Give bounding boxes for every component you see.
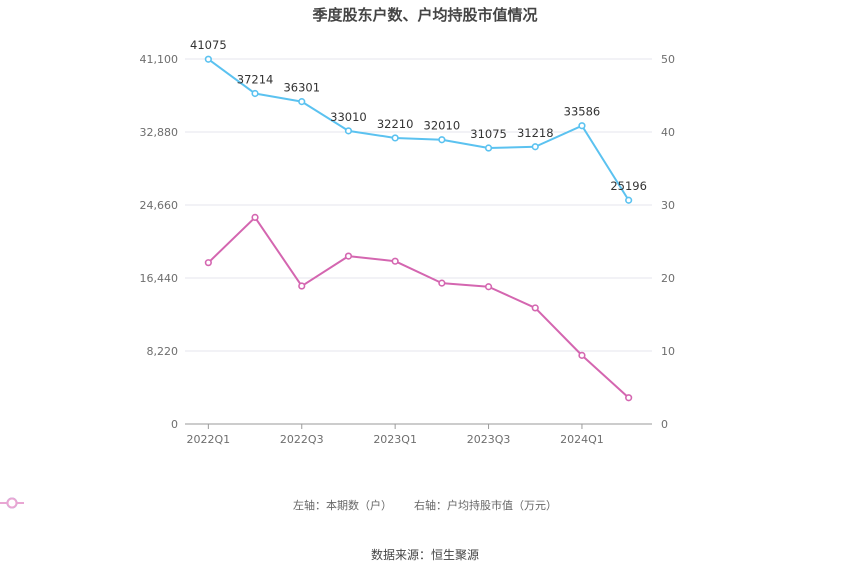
holders-data-label: 33586 xyxy=(564,105,601,119)
y-left-tick-label: 16,440 xyxy=(140,272,179,285)
legend-item-avg-value[interactable]: 右轴：户均持股市值（万元） xyxy=(0,497,557,513)
x-tick-label: 2022Q1 xyxy=(187,433,231,446)
x-tick-label: 2023Q3 xyxy=(467,433,511,446)
avg-value-point xyxy=(625,394,633,402)
holders-point xyxy=(298,98,306,106)
holders-data-label: 25196 xyxy=(610,179,647,193)
holders-data-label: 32210 xyxy=(377,117,414,131)
avg-value-point xyxy=(251,213,259,222)
holders-data-label: 37214 xyxy=(237,73,274,87)
x-tick-label: 2023Q1 xyxy=(373,433,417,446)
avg-value-point xyxy=(484,283,493,291)
holders-point xyxy=(578,122,586,130)
legend: 左轴：本期数（户） 右轴：户均持股市值（万元） xyxy=(0,497,850,513)
holders-point xyxy=(344,127,353,135)
holders-point xyxy=(438,136,446,144)
avg-value-point xyxy=(438,279,446,287)
chart-title: 季度股东户数、户均持股市值情况 xyxy=(312,6,538,24)
x-tick-label: 2024Q1 xyxy=(560,433,604,446)
holders-data-label: 33010 xyxy=(330,110,367,124)
y-right-tick-label: 40 xyxy=(661,126,675,139)
y-left-tick-label: 32,880 xyxy=(140,126,179,139)
holders-point xyxy=(531,143,539,151)
y-left-tick-label: 24,660 xyxy=(140,199,179,212)
holders-point xyxy=(625,196,633,204)
y-right-tick-label: 30 xyxy=(661,199,675,212)
avg-value-point xyxy=(531,304,539,312)
holders-data-label: 41075 xyxy=(190,38,227,52)
avg-value-point xyxy=(298,282,306,290)
holders-data-label: 36301 xyxy=(283,81,320,95)
legend-label-avg-value: 右轴：户均持股市值（万元） xyxy=(414,499,557,512)
holders-point xyxy=(204,55,212,63)
y-left-tick-label: 0 xyxy=(171,418,178,431)
avg-value-point xyxy=(578,351,586,359)
y-right-tick-label: 10 xyxy=(661,345,675,358)
legend-item-holders[interactable]: 左轴：本期数（户） xyxy=(0,497,392,513)
x-tick-label: 2022Q3 xyxy=(280,433,324,446)
holders-data-label: 31075 xyxy=(470,127,507,141)
avg-value-line xyxy=(207,216,630,399)
source-note: 数据来源：恒生聚源 xyxy=(370,548,479,562)
holders-point xyxy=(484,144,493,152)
y-left-tick-label: 8,220 xyxy=(147,345,179,358)
holders-point xyxy=(251,89,259,98)
holders-data-label: 32010 xyxy=(424,119,461,133)
holders-data-label: 31218 xyxy=(517,126,554,140)
y-right-tick-label: 0 xyxy=(661,418,668,431)
holders-point xyxy=(391,134,399,142)
y-left-tick-label: 41,100 xyxy=(140,53,179,66)
legend-label-holders: 左轴：本期数（户） xyxy=(293,499,392,512)
legend-marker-avg-value xyxy=(0,497,24,509)
avg-value-point xyxy=(391,257,399,265)
holders-line xyxy=(207,58,630,201)
avg-value-point xyxy=(344,252,353,260)
y-right-tick-label: 20 xyxy=(661,272,675,285)
y-right-tick-label: 50 xyxy=(661,53,675,66)
avg-value-point xyxy=(204,259,212,267)
